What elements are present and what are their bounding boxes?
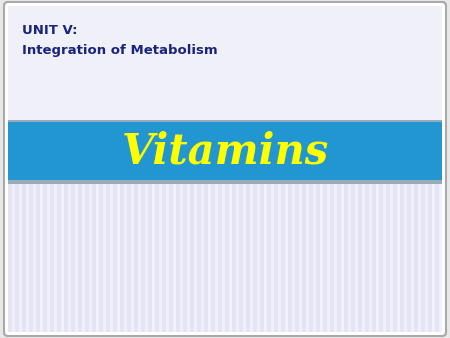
Bar [393,182,396,332]
Bar [29,182,32,332]
Bar [120,182,123,332]
Bar [428,182,432,332]
Bar [407,182,410,332]
Bar [295,182,298,332]
Bar [99,182,103,332]
Bar [64,182,68,332]
Bar [204,182,207,332]
Bar [386,182,390,332]
Bar [211,182,215,332]
Bar [162,182,166,332]
Bar [400,182,404,332]
Bar [421,182,424,332]
Bar [8,122,442,182]
Bar [225,182,229,332]
Bar [379,182,382,332]
Bar [330,182,333,332]
Bar [176,182,180,332]
FancyBboxPatch shape [4,2,446,336]
Text: Integration of Metabolism: Integration of Metabolism [22,44,218,57]
Bar [183,182,186,332]
Bar [113,182,117,332]
Bar [253,182,256,332]
Text: Vitamins: Vitamins [122,131,328,173]
Bar [372,182,375,332]
Bar [309,182,312,332]
Bar [232,182,235,332]
Bar [337,182,341,332]
Bar [260,182,264,332]
Bar [302,182,306,332]
Bar [323,182,327,332]
Bar [43,182,46,332]
Text: UNIT V:: UNIT V: [22,24,77,37]
Bar [281,182,284,332]
Bar [267,182,270,332]
Bar [8,6,442,122]
Bar [351,182,355,332]
Bar [8,182,12,332]
Bar [50,182,54,332]
Bar [435,182,438,332]
Bar [414,182,418,332]
Bar [85,182,89,332]
Bar [288,182,292,332]
Bar [190,182,194,332]
Bar [218,182,221,332]
Bar [127,182,130,332]
Bar [239,182,243,332]
Bar [57,182,60,332]
Bar [169,182,172,332]
Bar [15,182,18,332]
Bar [274,182,278,332]
Bar [71,182,75,332]
Bar [106,182,109,332]
Bar [316,182,320,332]
Bar [365,182,369,332]
Bar [22,182,26,332]
Bar [8,182,442,332]
Bar [155,182,158,332]
Bar [8,180,442,184]
Bar [197,182,201,332]
Bar [246,182,249,332]
Bar [148,182,152,332]
Bar [36,182,40,332]
Bar [344,182,347,332]
Bar [358,182,361,332]
Bar [8,120,442,124]
Bar [134,182,138,332]
Bar [78,182,81,332]
Bar [141,182,144,332]
Bar [92,182,95,332]
